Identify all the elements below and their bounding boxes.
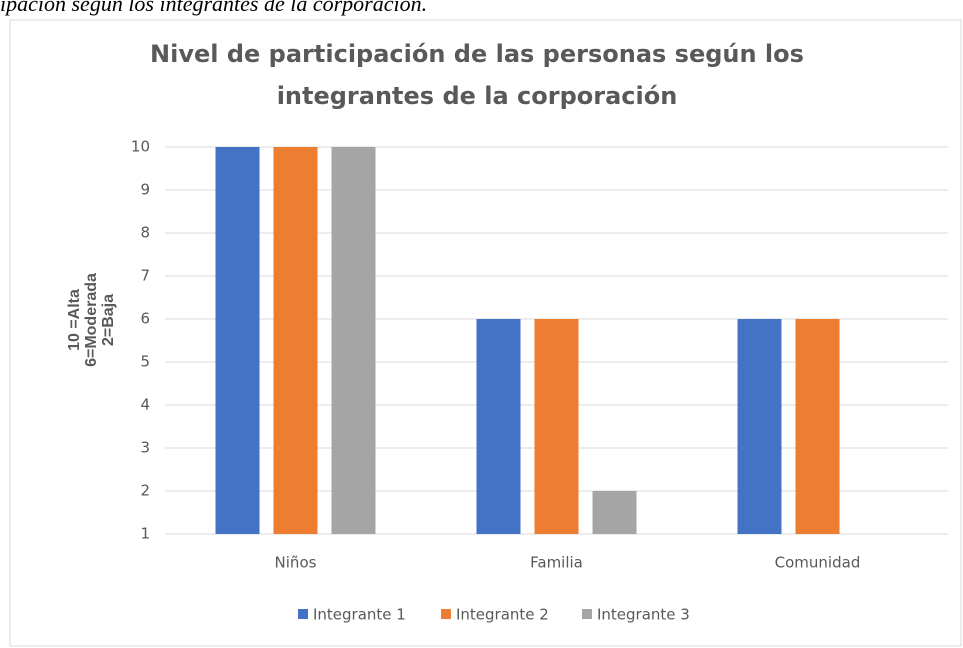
x-tick-label: Comunidad bbox=[775, 554, 861, 572]
y-tick-label: 8 bbox=[140, 224, 150, 242]
chart-title: Nivel de participación de las personas s… bbox=[150, 40, 804, 68]
legend-label: Integrante 1 bbox=[313, 606, 406, 624]
bar bbox=[476, 319, 521, 534]
y-tick-label: 9 bbox=[140, 181, 150, 199]
legend-swatch bbox=[441, 609, 451, 619]
bar bbox=[331, 147, 376, 534]
y-tick-label: 2 bbox=[140, 482, 150, 500]
y-tick-label: 5 bbox=[140, 353, 150, 371]
y-label-line: 6=Moderada bbox=[83, 273, 100, 367]
y-axis-label: 10 =Alta 6=Moderada 2=Baja bbox=[66, 273, 117, 367]
y-tick-label: 7 bbox=[140, 267, 150, 285]
x-tick-label: Niños bbox=[275, 554, 317, 572]
y-label-line: 2=Baja bbox=[100, 294, 117, 346]
y-tick-label: 3 bbox=[140, 439, 150, 457]
chart-title: integrantes de la corporación bbox=[277, 82, 678, 110]
y-tick-label: 10 bbox=[131, 138, 150, 156]
legend-swatch bbox=[582, 609, 592, 619]
legend-label: Integrante 2 bbox=[456, 606, 549, 624]
y-label-line: 10 =Alta bbox=[66, 289, 83, 351]
bar bbox=[215, 147, 260, 534]
bar bbox=[273, 147, 318, 534]
legend-swatch bbox=[298, 609, 308, 619]
bar bbox=[592, 491, 637, 534]
x-tick-label: Familia bbox=[530, 554, 583, 572]
legend-label: Integrante 3 bbox=[597, 606, 690, 624]
bar bbox=[737, 319, 782, 534]
y-tick-label: 4 bbox=[140, 396, 150, 414]
y-tick-label: 6 bbox=[140, 310, 150, 328]
y-tick-label: 1 bbox=[140, 525, 150, 543]
bar bbox=[534, 319, 579, 534]
caption: ipación según los integrantes de la corp… bbox=[0, 0, 427, 16]
bar bbox=[795, 319, 840, 534]
